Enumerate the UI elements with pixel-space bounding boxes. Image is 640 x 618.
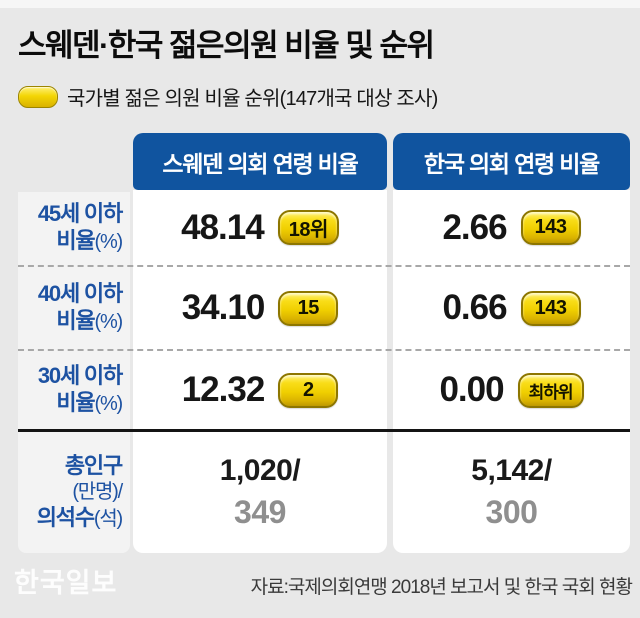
column-header-korea: 한국 의회 연령 비율: [393, 133, 630, 190]
rank-pill-icon: [18, 85, 58, 108]
korea-seats: 300: [485, 494, 538, 531]
sweden-cell: 12.32 2: [133, 370, 387, 410]
table-rows: 45세 이하 비율(%) 48.14 18위 2.66 143 40세 이하 비…: [18, 190, 630, 553]
totals-label-unit: (석): [93, 507, 123, 530]
sweden-value: 12.32: [181, 370, 266, 409]
row-label: 40세 이하 비율(%): [18, 281, 130, 335]
sweden-totals-cell: 1,020/ 349: [133, 454, 387, 530]
korea-value: 2.66: [442, 207, 507, 247]
totals-label-line3: 의석수(석): [36, 504, 123, 530]
row-label-line2: 비율(%): [56, 308, 123, 333]
comparison-table: 스웨덴 의회 연령 비율 한국 의회 연령 비율 45세 이하 비율(%) 48…: [18, 133, 630, 553]
row-label-line1: 45세 이하: [37, 200, 123, 226]
korea-cell: 2.66 143: [393, 208, 630, 248]
korea-value: 0.66: [442, 288, 507, 327]
publisher-watermark: 한국일보: [14, 568, 118, 598]
sweden-rank-badge: 2: [278, 372, 339, 408]
table-row: 40세 이하 비율(%) 34.10 15 0.66 143: [18, 267, 630, 351]
legend: 국가별 젊은 의원 비율 순위(147개국 대상 조사): [18, 82, 438, 111]
sweden-rank-badge: 18위: [277, 210, 339, 245]
row-label-line2: 비율(%): [56, 390, 123, 415]
korea-rank-badge: 최하위: [517, 372, 584, 408]
sweden-cell: 48.14 18위: [133, 208, 387, 248]
column-header-sweden: 스웨덴 의회 연령 비율: [133, 133, 387, 190]
sweden-value: 48.14: [181, 207, 265, 247]
korea-cell: 0.66 143: [393, 288, 630, 328]
row-label: 45세 이하 비율(%): [18, 201, 130, 255]
row-label-line1: 40세 이하: [37, 281, 123, 307]
korea-cell: 0.00 최하위: [393, 370, 630, 410]
totals-label-line1: 총인구: [64, 453, 123, 479]
label-column-panel: [18, 192, 130, 553]
row-label-unit: (%): [94, 393, 123, 415]
row-label: 30세 이하 비율(%): [18, 363, 130, 417]
sweden-seats: 349: [234, 494, 286, 531]
totals-label-line2: (만명)/: [72, 481, 123, 504]
legend-label: 국가별 젊은 의원 비율 순위(147개국 대상 조사): [67, 88, 438, 110]
sweden-rank-badge: 15: [278, 290, 339, 326]
page-title: 스웨덴·한국 젊은의원 비율 및 순위: [18, 28, 435, 63]
row-label-line2: 비율(%): [56, 227, 123, 253]
korea-column-panel: [393, 190, 630, 553]
source-note: 자료:국제의회연맹 2018년 보고서 및 한국 국회 현황: [250, 577, 633, 598]
table-row: 30세 이하 비율(%) 12.32 2 0.00 최하위: [18, 351, 630, 432]
totals-label: 총인구 (만명)/ 의석수(석): [18, 453, 130, 531]
korea-population: 5,142/: [471, 454, 552, 488]
sweden-population: 1,020/: [219, 454, 301, 488]
top-strip: [0, 0, 640, 8]
korea-totals-cell: 5,142/ 300: [393, 454, 630, 530]
row-label-unit: (%): [94, 311, 123, 333]
korea-rank-badge: 143: [520, 210, 581, 245]
sweden-value: 34.10: [181, 288, 266, 327]
table-row: 45세 이하 비율(%) 48.14 18위 2.66 143: [18, 190, 630, 267]
row-label-unit: (%): [94, 230, 123, 253]
totals-row: 총인구 (만명)/ 의석수(석) 1,020/ 349 5,142/ 300: [18, 432, 630, 553]
sweden-column-panel: [133, 190, 387, 553]
sweden-cell: 34.10 15: [133, 288, 387, 328]
row-label-line1: 30세 이하: [37, 363, 123, 389]
korea-rank-badge: 143: [520, 290, 581, 326]
korea-value: 0.00: [439, 370, 504, 409]
